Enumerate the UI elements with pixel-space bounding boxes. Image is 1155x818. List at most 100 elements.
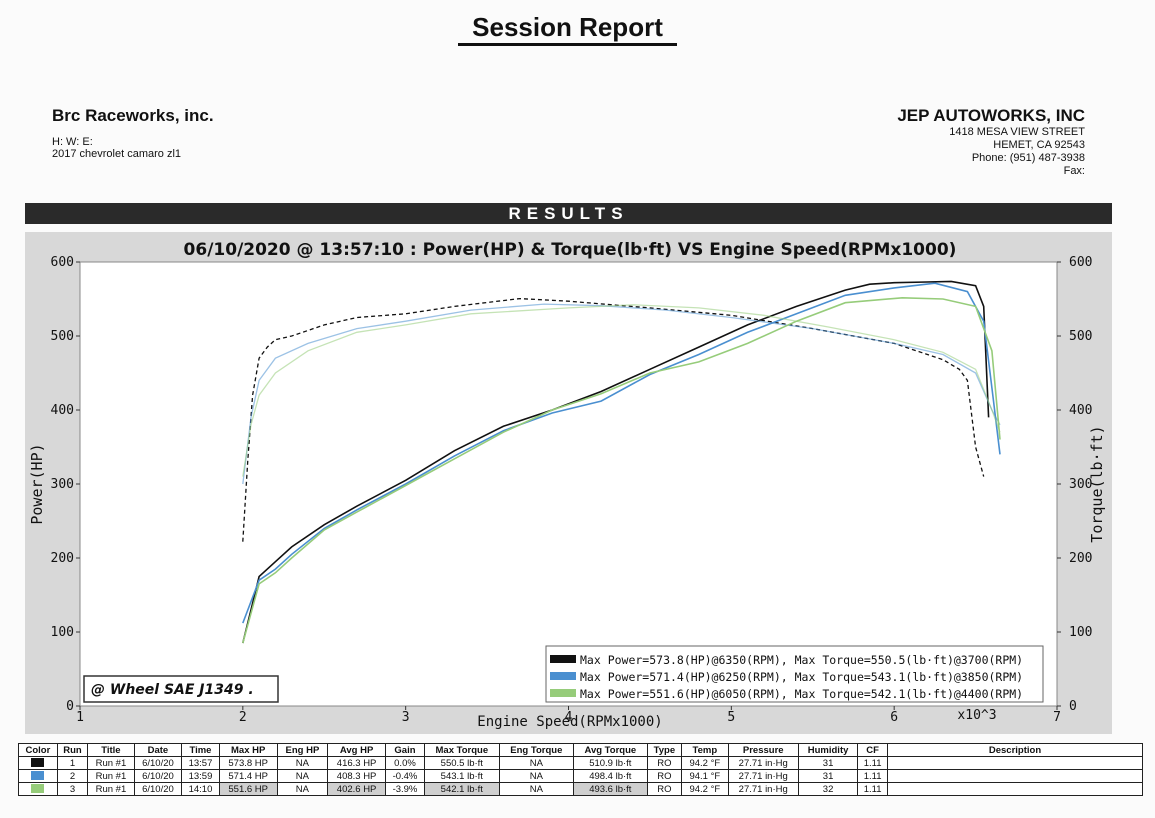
torque-curve-run-2 [242,303,1001,485]
cell-time: 13:59 [181,769,220,783]
cell-cf: 1.11 [857,782,888,796]
power-curve-run-3 [242,296,1001,644]
y-right-tick-label: 100 [1069,625,1092,640]
cell-max-torque: 550.5 lb·ft [423,756,500,770]
shop-street: 1418 MESA VIEW STREET [949,126,1085,138]
legend-entry: Max Power=573.8(HP)@6350(RPM), Max Torqu… [580,653,1023,667]
cell-avg-hp: 416.3 HP [327,756,387,770]
legend-swatch [550,672,576,680]
shop-info: JEP AUTOWORKS, INC 1418 MESA VIEW STREET… [897,106,1085,178]
y-right-tick-label: 300 [1069,477,1092,492]
cell-max-hp: 551.6 HP [218,782,278,796]
column-header: Gain [385,743,425,757]
y-left-tick-label: 0 [66,699,74,714]
cell-gain: 0.0% [385,756,425,770]
column-header: Run [56,743,89,757]
curves [242,280,1001,644]
column-header: Color [18,743,58,757]
run-color-cell [18,782,58,796]
x-tick-label: 7 [1053,710,1061,725]
y-left-tick-label: 400 [51,403,74,418]
table-row[interactable]: 3 Run #1 6/10/20 14:10 551.6 HP NA 402.6 HP -3.… [18,782,1143,796]
y-left-tick-label: 600 [51,255,74,270]
cell-avg-torque: 510.9 lb·ft [572,756,648,770]
table-row[interactable]: 1 Run #1 6/10/20 13:57 573.8 HP NA 416.3 HP 0.0… [18,756,1143,770]
cell-max-hp: 571.4 HP [218,769,278,783]
y-axis-left-ticks: 0 100 200 300 400 500 600 [51,255,80,714]
cell-title: Run #1 [87,756,135,770]
cell-gain: -3.9% [385,782,425,796]
x-tick-label: 3 [402,710,410,725]
cell-humidity: 31 [797,756,859,770]
cell-type: RO [646,756,683,770]
shop-fax: Fax: [1063,165,1085,177]
column-header: Temp [681,743,729,757]
cell-time: 13:57 [181,756,220,770]
x-tick-label: 4 [565,710,573,725]
cell-humidity: 32 [797,782,859,796]
cell-title: Run #1 [87,782,135,796]
cell-temp: 94.2 °F [681,756,729,770]
dyno-chart: 06/10/2020 @ 13:57:10 : Power(HP) & Torq… [28,240,1106,730]
run-color-swatch [31,771,45,781]
y-axis-right-ticks: 0 100 200 300 400 500 600 [1057,255,1092,714]
cell-time: 14:10 [181,782,220,796]
cell-run: 1 [56,756,89,770]
cell-pressure: 27.71 in·Hg [727,769,799,783]
x-tick-label: 6 [890,710,898,725]
cell-avg-hp: 408.3 HP [327,769,387,783]
cell-type: RO [646,782,683,796]
column-header: Avg HP [327,743,387,757]
results-table: Color Run Title Date Time Max HP Eng HP Avg HP G… [18,743,1143,796]
table-row[interactable]: 2 Run #1 6/10/20 13:59 571.4 HP NA 408.3 HP -0.… [18,769,1143,783]
column-header: Description [887,743,1143,757]
x-tick-label: 2 [239,710,247,725]
y-right-tick-label: 200 [1069,551,1092,566]
legend-swatch [550,655,576,663]
cell-description [887,756,1143,770]
y-left-tick-label: 500 [51,329,74,344]
cell-eng-hp: NA [276,769,329,783]
run-color-cell [18,769,58,783]
y-right-tick-label: 600 [1069,255,1092,270]
run-color-cell [18,756,58,770]
y-right-tick-label: 400 [1069,403,1092,418]
cell-humidity: 31 [797,769,859,783]
cell-description [887,769,1143,783]
cell-temp: 94.2 °F [681,782,729,796]
cell-pressure: 27.71 in·Hg [727,782,799,796]
table-header-row: Color Run Title Date Time Max HP Eng HP Avg HP G… [18,743,1143,757]
cell-date: 6/10/20 [133,756,183,770]
cell-title: Run #1 [87,769,135,783]
plot-area [79,261,1058,707]
column-header: Max Torque [423,743,500,757]
cell-max-torque: 542.1 lb·ft [423,782,500,796]
cell-date: 6/10/20 [133,782,183,796]
cell-gain: -0.4% [385,769,425,783]
shop-phone: Phone: (951) 487-3938 [971,152,1085,164]
column-header: Type [646,743,683,757]
power-curve-run-1 [242,280,990,644]
standard-label-box: @ Wheel SAE J1349 . [83,675,279,703]
cell-description [887,782,1143,796]
y-axis-left-label: Power(HP) [28,443,46,524]
vehicle-description: 2017 chevrolet camaro zl1 [52,148,182,160]
cell-avg-torque: 493.6 lb·ft [572,782,648,796]
cell-eng-torque: NA [498,782,574,796]
y-right-tick-label: 0 [1069,699,1077,714]
column-header: Eng Torque [498,743,574,757]
cell-pressure: 27.71 in·Hg [727,756,799,770]
shop-city: HEMET, CA 92543 [993,139,1085,151]
cell-avg-torque: 498.4 lb·ft [572,769,648,783]
y-left-tick-label: 300 [51,477,74,492]
run-color-swatch [31,784,45,794]
torque-curve-run-1 [242,297,985,542]
cell-run: 2 [56,769,89,783]
column-header: Time [181,743,220,757]
column-header: Pressure [727,743,799,757]
y-left-tick-label: 100 [51,625,74,640]
y-axis-right-label: Torque(lb·ft) [1088,425,1106,542]
x-tick-label: 1 [76,710,84,725]
cell-run: 3 [56,782,89,796]
customer-info: Brc Raceworks, inc. H: W: E: 2017 chevro… [52,106,214,160]
